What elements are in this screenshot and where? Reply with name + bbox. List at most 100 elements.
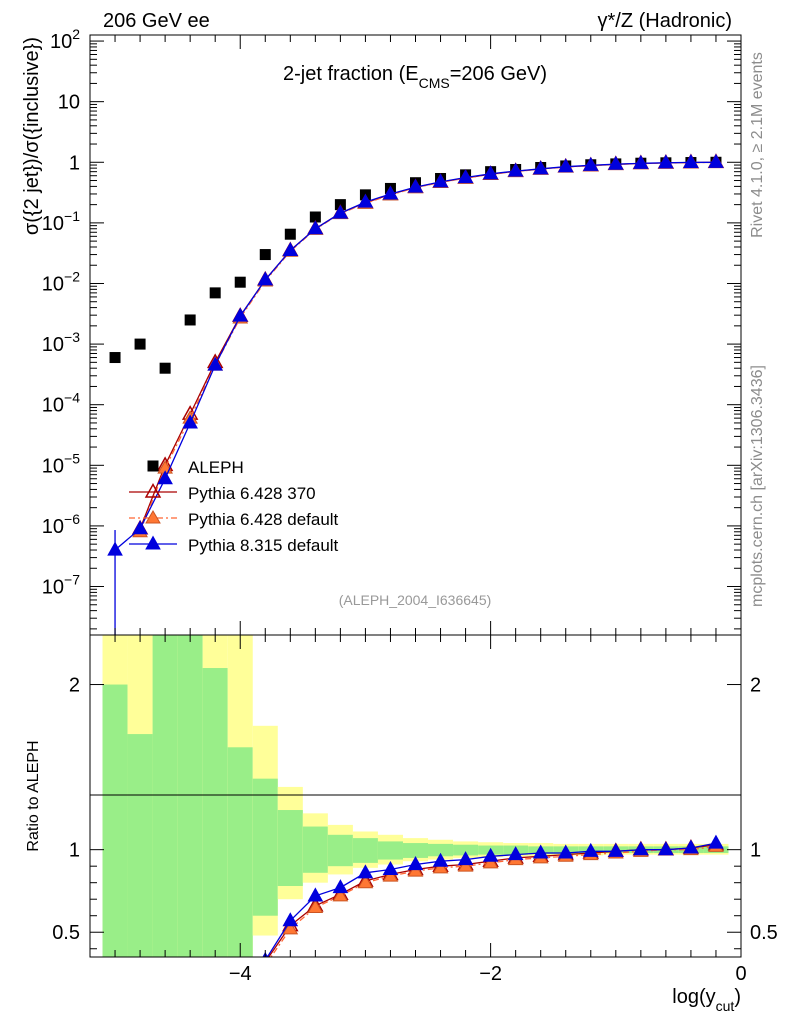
py6-default-ratio-point (457, 858, 474, 872)
py8-ratio-point (432, 852, 449, 867)
y-tick-label: 10 (58, 92, 80, 114)
mcplots-label: mcplots.cern.ch [arXiv:1306.3436] (749, 365, 766, 607)
py6-default-ratio-point (482, 854, 499, 869)
legend-label: Pythia 8.315 default (188, 536, 339, 555)
ratio-y-tick-label-right: 2 (750, 675, 761, 697)
py8-point (232, 307, 249, 322)
py8-point (357, 193, 374, 208)
py8-ratio-point (507, 846, 524, 861)
ratio-band-inner (428, 843, 454, 857)
y-tick-label: 10−4 (42, 390, 80, 417)
x-tick-label: 0 (735, 963, 746, 985)
legend-marker-py6-default (145, 510, 161, 524)
ratio-y-tick-label: 1 (69, 840, 80, 862)
ratio-band-inner (377, 841, 403, 860)
aleph-point (184, 314, 196, 326)
py8-point (607, 155, 624, 170)
py8-point (482, 165, 499, 180)
py8-ratio-point (482, 847, 499, 862)
py8-ratio-point (658, 841, 674, 856)
watermark: (ALEPH_2004_I636645) (339, 592, 492, 608)
py8-ratio-point (607, 842, 624, 857)
py8-ratio-point (307, 887, 324, 902)
y-tick-label: 10−2 (42, 268, 80, 295)
py8-point (332, 204, 349, 219)
ratio-band-inner (127, 734, 153, 957)
y-tick-label: 10−7 (42, 572, 80, 599)
py8-point (182, 414, 198, 429)
legend-label: Pythia 6.428 default (188, 510, 339, 529)
ratio-band-inner (327, 834, 353, 867)
ratio-band-inner (227, 747, 253, 957)
py8-ratio-point (532, 844, 549, 859)
aleph-point (234, 276, 246, 288)
py8-point (407, 178, 424, 193)
py8-point (633, 154, 649, 169)
legend: ALEPH Pythia 6.428 370 Pythia 6.428 defaul… (129, 458, 339, 555)
py6-default-ratio-point (407, 863, 424, 877)
y-tick-label: 10−5 (42, 450, 80, 477)
ratio-y-tick-label-right: 1 (750, 840, 761, 862)
py6-default-ratio-point (307, 899, 324, 913)
py8-point (457, 169, 474, 184)
py8-point (257, 271, 274, 286)
rivet-label: Rivet 4.1.0, ≥ 2.1M events (749, 52, 766, 238)
y-tick-label: 10−6 (42, 511, 80, 538)
aleph-point (259, 249, 271, 261)
y-tick-label: 10−3 (42, 329, 80, 356)
chart-title: 2-jet fraction (ECMS=206 GeV) (283, 63, 547, 91)
py8-point (532, 160, 549, 175)
ratio-y-tick-label: 0.5 (52, 922, 80, 944)
legend-marker-py8 (145, 535, 161, 550)
ratio-y-tick-label-right: 0.5 (750, 922, 778, 944)
py8-point (557, 158, 574, 173)
py8-point (282, 242, 299, 257)
y-tick-label: 10−1 (42, 208, 80, 235)
py8-point (432, 173, 449, 188)
py6-default-ratio-point (282, 920, 299, 935)
py8-point (132, 520, 148, 535)
ratio-band-inner (202, 668, 228, 957)
aleph-point (109, 352, 121, 364)
ratio-band-inner (402, 843, 429, 858)
header-right: γ*/Z (Hadronic) (598, 10, 732, 32)
legend-label: Pythia 6.428 370 (188, 484, 316, 503)
ratio-band-inner (152, 635, 178, 957)
main-panel: 102 10 1 10−1 10−2 10−3 10−4 10−5 10−6 10−7 2-jet… (21, 26, 742, 636)
ratio-band-inner (277, 810, 303, 886)
py8-point (507, 162, 524, 177)
x-tick-label: −4 (229, 963, 252, 985)
py8-point (307, 220, 324, 235)
py8-ratio-point (407, 856, 424, 871)
py8-ratio-point (332, 879, 349, 894)
x-axis-label: log(ycut) (672, 986, 741, 1014)
py6-default-ratio-line (270, 845, 717, 957)
ratio-band-inner (453, 844, 479, 856)
py8-ratio-point (357, 864, 374, 879)
y-tick-label: 102 (50, 26, 80, 53)
py8-ratio-point (708, 834, 724, 849)
x-tick-label: −2 (479, 963, 502, 985)
py8-ratio-point (382, 861, 399, 876)
py8-ratio-point (582, 842, 599, 857)
legend-label: ALEPH (188, 458, 244, 477)
py6-default-ratio-point (432, 859, 449, 874)
py8-point (683, 153, 699, 168)
py8-point (382, 185, 399, 200)
aleph-point (209, 287, 221, 299)
py8-point (708, 153, 724, 168)
py8-ratio-point (557, 844, 574, 859)
ratio-band-inner (352, 838, 378, 863)
py6-default-ratio-point (382, 868, 399, 882)
ratio-band-inner (177, 635, 203, 957)
py8-ratio-point (633, 841, 649, 856)
legend-marker-py6-370 (144, 483, 162, 498)
py8-point (582, 156, 599, 171)
aleph-point (159, 362, 171, 374)
py6-default-ratio-point (357, 874, 374, 889)
ratio-band-inner (252, 778, 278, 916)
ratio-y-tick-label: 2 (69, 675, 80, 697)
py8-point (207, 356, 224, 371)
py8-point (157, 470, 173, 485)
